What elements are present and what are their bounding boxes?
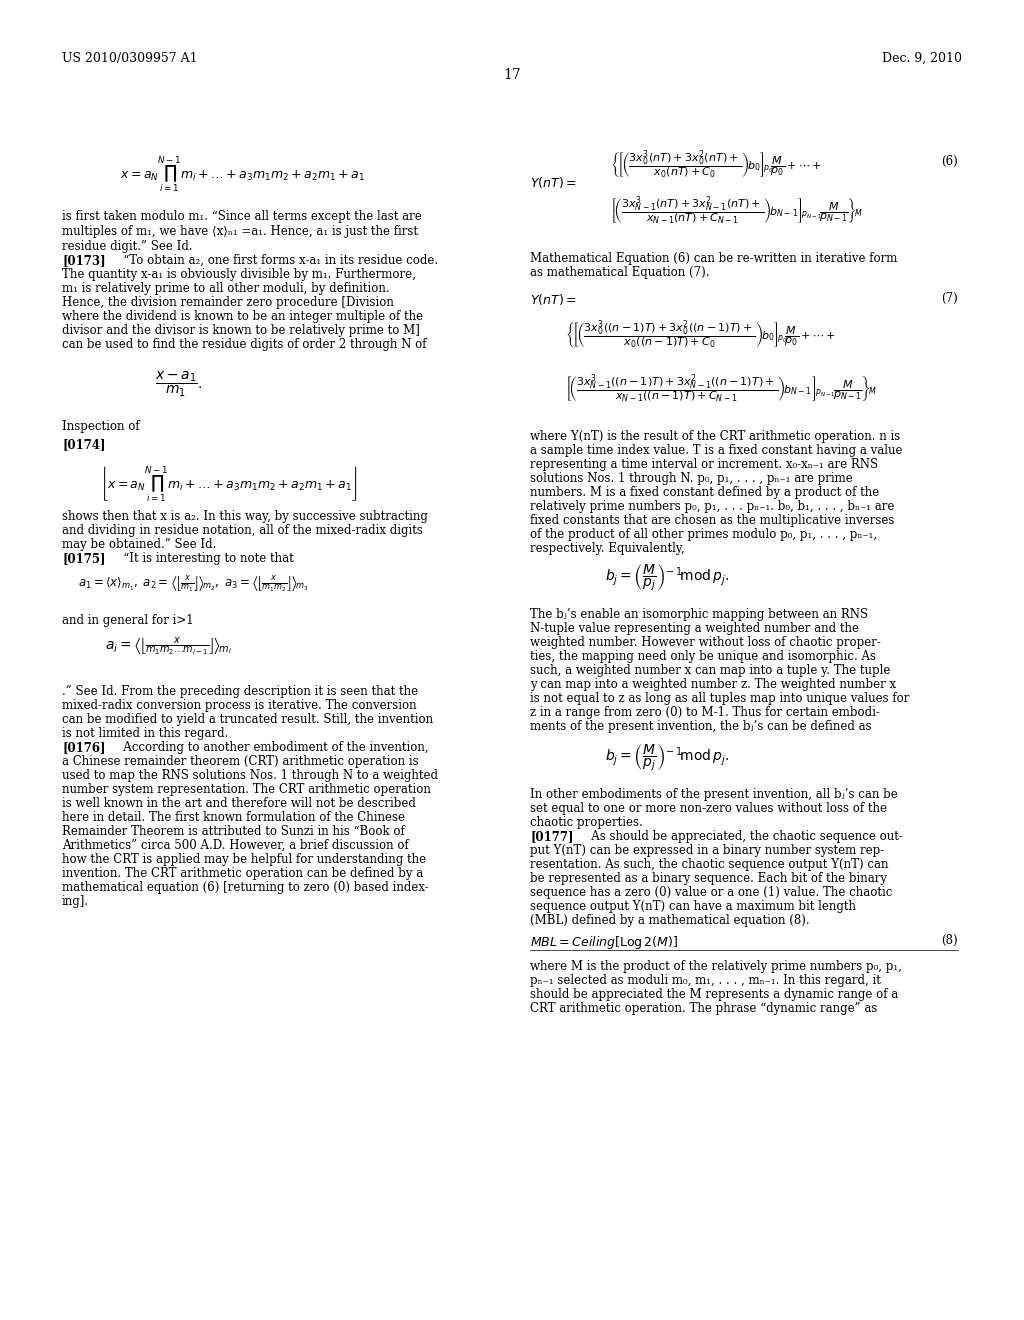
Text: As should be appreciated, the chaotic sequence out-: As should be appreciated, the chaotic se… <box>580 830 903 843</box>
Text: respectively. Equivalently,: respectively. Equivalently, <box>530 543 685 554</box>
Text: mathematical equation (6) [returning to zero (0) based index-: mathematical equation (6) [returning to … <box>62 880 429 894</box>
Text: divisor and the divisor is known to be relatively prime to M]: divisor and the divisor is known to be r… <box>62 323 420 337</box>
Text: N-tuple value representing a weighted number and the: N-tuple value representing a weighted nu… <box>530 622 859 635</box>
Text: where the dividend is known to be an integer multiple of the: where the dividend is known to be an int… <box>62 310 423 323</box>
Text: (8): (8) <box>941 935 958 946</box>
Text: fixed constants that are chosen as the multiplicative inverses: fixed constants that are chosen as the m… <box>530 513 894 527</box>
Text: $x = a_N\prod_{i=1}^{N-1}m_i + \ldots + a_3m_1m_2 + a_2m_1 + a_1$: $x = a_N\prod_{i=1}^{N-1}m_i + \ldots + … <box>120 154 366 195</box>
Text: $a_1 = \langle x\rangle_{m_1},\; a_2 = \left\langle\!\left\lfloor\frac{x}{m_1}\r: $a_1 = \langle x\rangle_{m_1},\; a_2 = \… <box>78 576 309 594</box>
Text: here in detail. The first known formulation of the Chinese: here in detail. The first known formulat… <box>62 810 406 824</box>
Text: should be appreciated the M represents a dynamic range of a: should be appreciated the M represents a… <box>530 987 898 1001</box>
Text: [0175]: [0175] <box>62 552 105 565</box>
Text: and in general for i>1: and in general for i>1 <box>62 614 194 627</box>
Text: $a_i = \left\langle\!\left\lfloor\frac{x}{m_1m_2\ldots m_{i-1}}\right\rfloor\!\r: $a_i = \left\langle\!\left\lfloor\frac{x… <box>105 636 232 659</box>
Text: Remainder Theorem is attributed to Sunzi in his “Book of: Remainder Theorem is attributed to Sunzi… <box>62 825 404 838</box>
Text: “To obtain a₂, one first forms x-a₁ in its residue code.: “To obtain a₂, one first forms x-a₁ in i… <box>112 253 438 267</box>
Text: number system representation. The CRT arithmetic operation: number system representation. The CRT ar… <box>62 783 431 796</box>
Text: [0173]: [0173] <box>62 253 105 267</box>
Text: put Y(nT) can be expressed in a binary number system rep-: put Y(nT) can be expressed in a binary n… <box>530 843 885 857</box>
Text: (6): (6) <box>941 154 958 168</box>
Text: .” See Id. From the preceding description it is seen that the: .” See Id. From the preceding descriptio… <box>62 685 418 698</box>
Text: multiples of m₁, we have ⟨x⟩ₙ₁ =a₁. Hence, a₁ is just the first: multiples of m₁, we have ⟨x⟩ₙ₁ =a₁. Henc… <box>62 224 418 238</box>
Text: (MBL) defined by a mathematical equation (8).: (MBL) defined by a mathematical equation… <box>530 913 810 927</box>
Text: The bⱼ’s enable an isomorphic mapping between an RNS: The bⱼ’s enable an isomorphic mapping be… <box>530 609 868 620</box>
Text: $\left.\left[\!\left(\dfrac{3x_{N-1}^3((n-1)T)+3x_{N-1}^2((n-1)T)+}{x_{N-1}((n-1: $\left.\left[\!\left(\dfrac{3x_{N-1}^3((… <box>565 372 878 405</box>
Text: [0174]: [0174] <box>62 438 105 451</box>
Text: a sample time index value. T is a fixed constant having a value: a sample time index value. T is a fixed … <box>530 444 902 457</box>
Text: m₁ is relatively prime to all other moduli, by definition.: m₁ is relatively prime to all other modu… <box>62 282 389 294</box>
Text: [0177]: [0177] <box>530 830 573 843</box>
Text: invention. The CRT arithmetic operation can be defined by a: invention. The CRT arithmetic operation … <box>62 867 423 880</box>
Text: be represented as a binary sequence. Each bit of the binary: be represented as a binary sequence. Eac… <box>530 873 887 884</box>
Text: Mathematical Equation (6) can be re-written in iterative form: Mathematical Equation (6) can be re-writ… <box>530 252 897 265</box>
Text: $MBL = Ceiling[\mathrm{Log}\,2(M)]$: $MBL = Ceiling[\mathrm{Log}\,2(M)]$ <box>530 935 678 950</box>
Text: ing].: ing]. <box>62 895 89 908</box>
Text: (7): (7) <box>941 292 958 305</box>
Text: is first taken modulo m₁. “Since all terms except the last are: is first taken modulo m₁. “Since all ter… <box>62 210 422 223</box>
Text: where Y(nT) is the result of the CRT arithmetic operation. n is: where Y(nT) is the result of the CRT ari… <box>530 430 900 444</box>
Text: z in a range from zero (0) to M-1. Thus for certain embodi-: z in a range from zero (0) to M-1. Thus … <box>530 706 880 719</box>
Text: $\left\{\!\left[\!\left(\dfrac{3x_0^3((n-1)T)+3x_0^2((n-1)T)+}{x_0((n-1)T)+C_0}\: $\left\{\!\left[\!\left(\dfrac{3x_0^3((n… <box>565 318 836 351</box>
Text: set equal to one or more non-zero values without loss of the: set equal to one or more non-zero values… <box>530 803 887 814</box>
Text: ments of the present invention, the bⱼ’s can be defined as: ments of the present invention, the bⱼ’s… <box>530 719 871 733</box>
Text: Inspection of: Inspection of <box>62 420 139 433</box>
Text: sequence has a zero (0) value or a one (1) value. The chaotic: sequence has a zero (0) value or a one (… <box>530 886 892 899</box>
Text: $Y(nT) = $: $Y(nT) = $ <box>530 176 577 190</box>
Text: of the product of all other primes modulo p₀, p₁, . . . , pₙ₋₁,: of the product of all other primes modul… <box>530 528 878 541</box>
Text: can be modified to yield a truncated result. Still, the invention: can be modified to yield a truncated res… <box>62 713 433 726</box>
Text: relatively prime numbers p₀, p₁, . . . pₙ₋₁. b₀, b₁, . . . , bₙ₋₁ are: relatively prime numbers p₀, p₁, . . . p… <box>530 500 894 513</box>
Text: [0176]: [0176] <box>62 741 105 754</box>
Text: is not limited in this regard.: is not limited in this regard. <box>62 727 228 741</box>
Text: where M is the product of the relatively prime numbers p₀, p₁,: where M is the product of the relatively… <box>530 960 902 973</box>
Text: shows then that x is a₂. In this way, by successive subtracting: shows then that x is a₂. In this way, by… <box>62 510 428 523</box>
Text: as mathematical Equation (7).: as mathematical Equation (7). <box>530 267 710 279</box>
Text: mixed-radix conversion process is iterative. The conversion: mixed-radix conversion process is iterat… <box>62 700 417 711</box>
Text: and dividing in residue notation, all of the mixed-radix digits: and dividing in residue notation, all of… <box>62 524 423 537</box>
Text: $b_j = \left(\dfrac{M}{p_j}\right)^{\!-1}\!\mathrm{mod}\,p_j.$: $b_j = \left(\dfrac{M}{p_j}\right)^{\!-1… <box>605 562 729 593</box>
Text: $b_j = \left(\dfrac{M}{p_j}\right)^{\!-1}\!\mathrm{mod}\,p_j.$: $b_j = \left(\dfrac{M}{p_j}\right)^{\!-1… <box>605 742 729 772</box>
Text: chaotic properties.: chaotic properties. <box>530 816 643 829</box>
Text: residue digit.” See Id.: residue digit.” See Id. <box>62 240 193 253</box>
Text: such, a weighted number x can map into a tuple y. The tuple: such, a weighted number x can map into a… <box>530 664 891 677</box>
Text: y can map into a weighted number z. The weighted number x: y can map into a weighted number z. The … <box>530 678 896 690</box>
Text: is not equal to z as long as all tuples map into unique values for: is not equal to z as long as all tuples … <box>530 692 909 705</box>
Text: According to another embodiment of the invention,: According to another embodiment of the i… <box>112 741 429 754</box>
Text: resentation. As such, the chaotic sequence output Y(nT) can: resentation. As such, the chaotic sequen… <box>530 858 889 871</box>
Text: The quantity x-a₁ is obviously divisible by m₁. Furthermore,: The quantity x-a₁ is obviously divisible… <box>62 268 416 281</box>
Text: sequence output Y(nT) can have a maximum bit length: sequence output Y(nT) can have a maximum… <box>530 900 856 913</box>
Text: Hence, the division remainder zero procedure [Division: Hence, the division remainder zero proce… <box>62 296 394 309</box>
Text: $\left\lfloor x = a_N\prod_{i=1}^{N-1}m_i + \ldots + a_3m_1m_2 + a_2m_1 + a_1\ri: $\left\lfloor x = a_N\prod_{i=1}^{N-1}m_… <box>100 465 357 506</box>
Text: is well known in the art and therefore will not be described: is well known in the art and therefore w… <box>62 797 416 810</box>
Text: used to map the RNS solutions Nos. 1 through N to a weighted: used to map the RNS solutions Nos. 1 thr… <box>62 770 438 781</box>
Text: a Chinese remainder theorem (CRT) arithmetic operation is: a Chinese remainder theorem (CRT) arithm… <box>62 755 419 768</box>
Text: can be used to find the residue digits of order 2 through N of: can be used to find the residue digits o… <box>62 338 427 351</box>
Text: $\dfrac{x-a_1}{m_1}.$: $\dfrac{x-a_1}{m_1}.$ <box>155 370 203 399</box>
Text: how the CRT is applied may be helpful for understanding the: how the CRT is applied may be helpful fo… <box>62 853 426 866</box>
Text: In other embodiments of the present invention, all bⱼ’s can be: In other embodiments of the present inve… <box>530 788 898 801</box>
Text: ties, the mapping need only be unique and isomorphic. As: ties, the mapping need only be unique an… <box>530 649 876 663</box>
Text: CRT arithmetic operation. The phrase “dynamic range” as: CRT arithmetic operation. The phrase “dy… <box>530 1002 878 1015</box>
Text: $\left\{\!\left[\!\left(\dfrac{3x_0^3(nT)+3x_0^2(nT)+}{x_0(nT)+C_0}\right)\!b_0\: $\left\{\!\left[\!\left(\dfrac{3x_0^3(nT… <box>610 148 821 181</box>
Text: pₙ₋₁ selected as moduli m₀, m₁, . . . , mₙ₋₁. In this regard, it: pₙ₋₁ selected as moduli m₀, m₁, . . . , … <box>530 974 881 987</box>
Text: may be obtained.” See Id.: may be obtained.” See Id. <box>62 539 216 550</box>
Text: $Y(nT) =$: $Y(nT) =$ <box>530 292 577 308</box>
Text: representing a time interval or increment. x₀-xₙ₋₁ are RNS: representing a time interval or incremen… <box>530 458 879 471</box>
Text: Dec. 9, 2010: Dec. 9, 2010 <box>882 51 962 65</box>
Text: “It is interesting to note that: “It is interesting to note that <box>112 552 294 565</box>
Text: weighted number. However without loss of chaotic proper-: weighted number. However without loss of… <box>530 636 881 649</box>
Text: 17: 17 <box>503 69 521 82</box>
Text: solutions Nos. 1 through N. p₀, p₁, . . . , pₙ₋₁ are prime: solutions Nos. 1 through N. p₀, p₁, . . … <box>530 473 853 484</box>
Text: $\left.\left[\!\left(\dfrac{3x_{N-1}^3(nT)+3x_{N-1}^2(nT)+}{x_{N-1}(nT)+C_{N-1}}: $\left.\left[\!\left(\dfrac{3x_{N-1}^3(n… <box>610 194 863 227</box>
Text: numbers. M is a fixed constant defined by a product of the: numbers. M is a fixed constant defined b… <box>530 486 880 499</box>
Text: Arithmetics” circa 500 A.D. However, a brief discussion of: Arithmetics” circa 500 A.D. However, a b… <box>62 840 409 851</box>
Text: US 2010/0309957 A1: US 2010/0309957 A1 <box>62 51 198 65</box>
